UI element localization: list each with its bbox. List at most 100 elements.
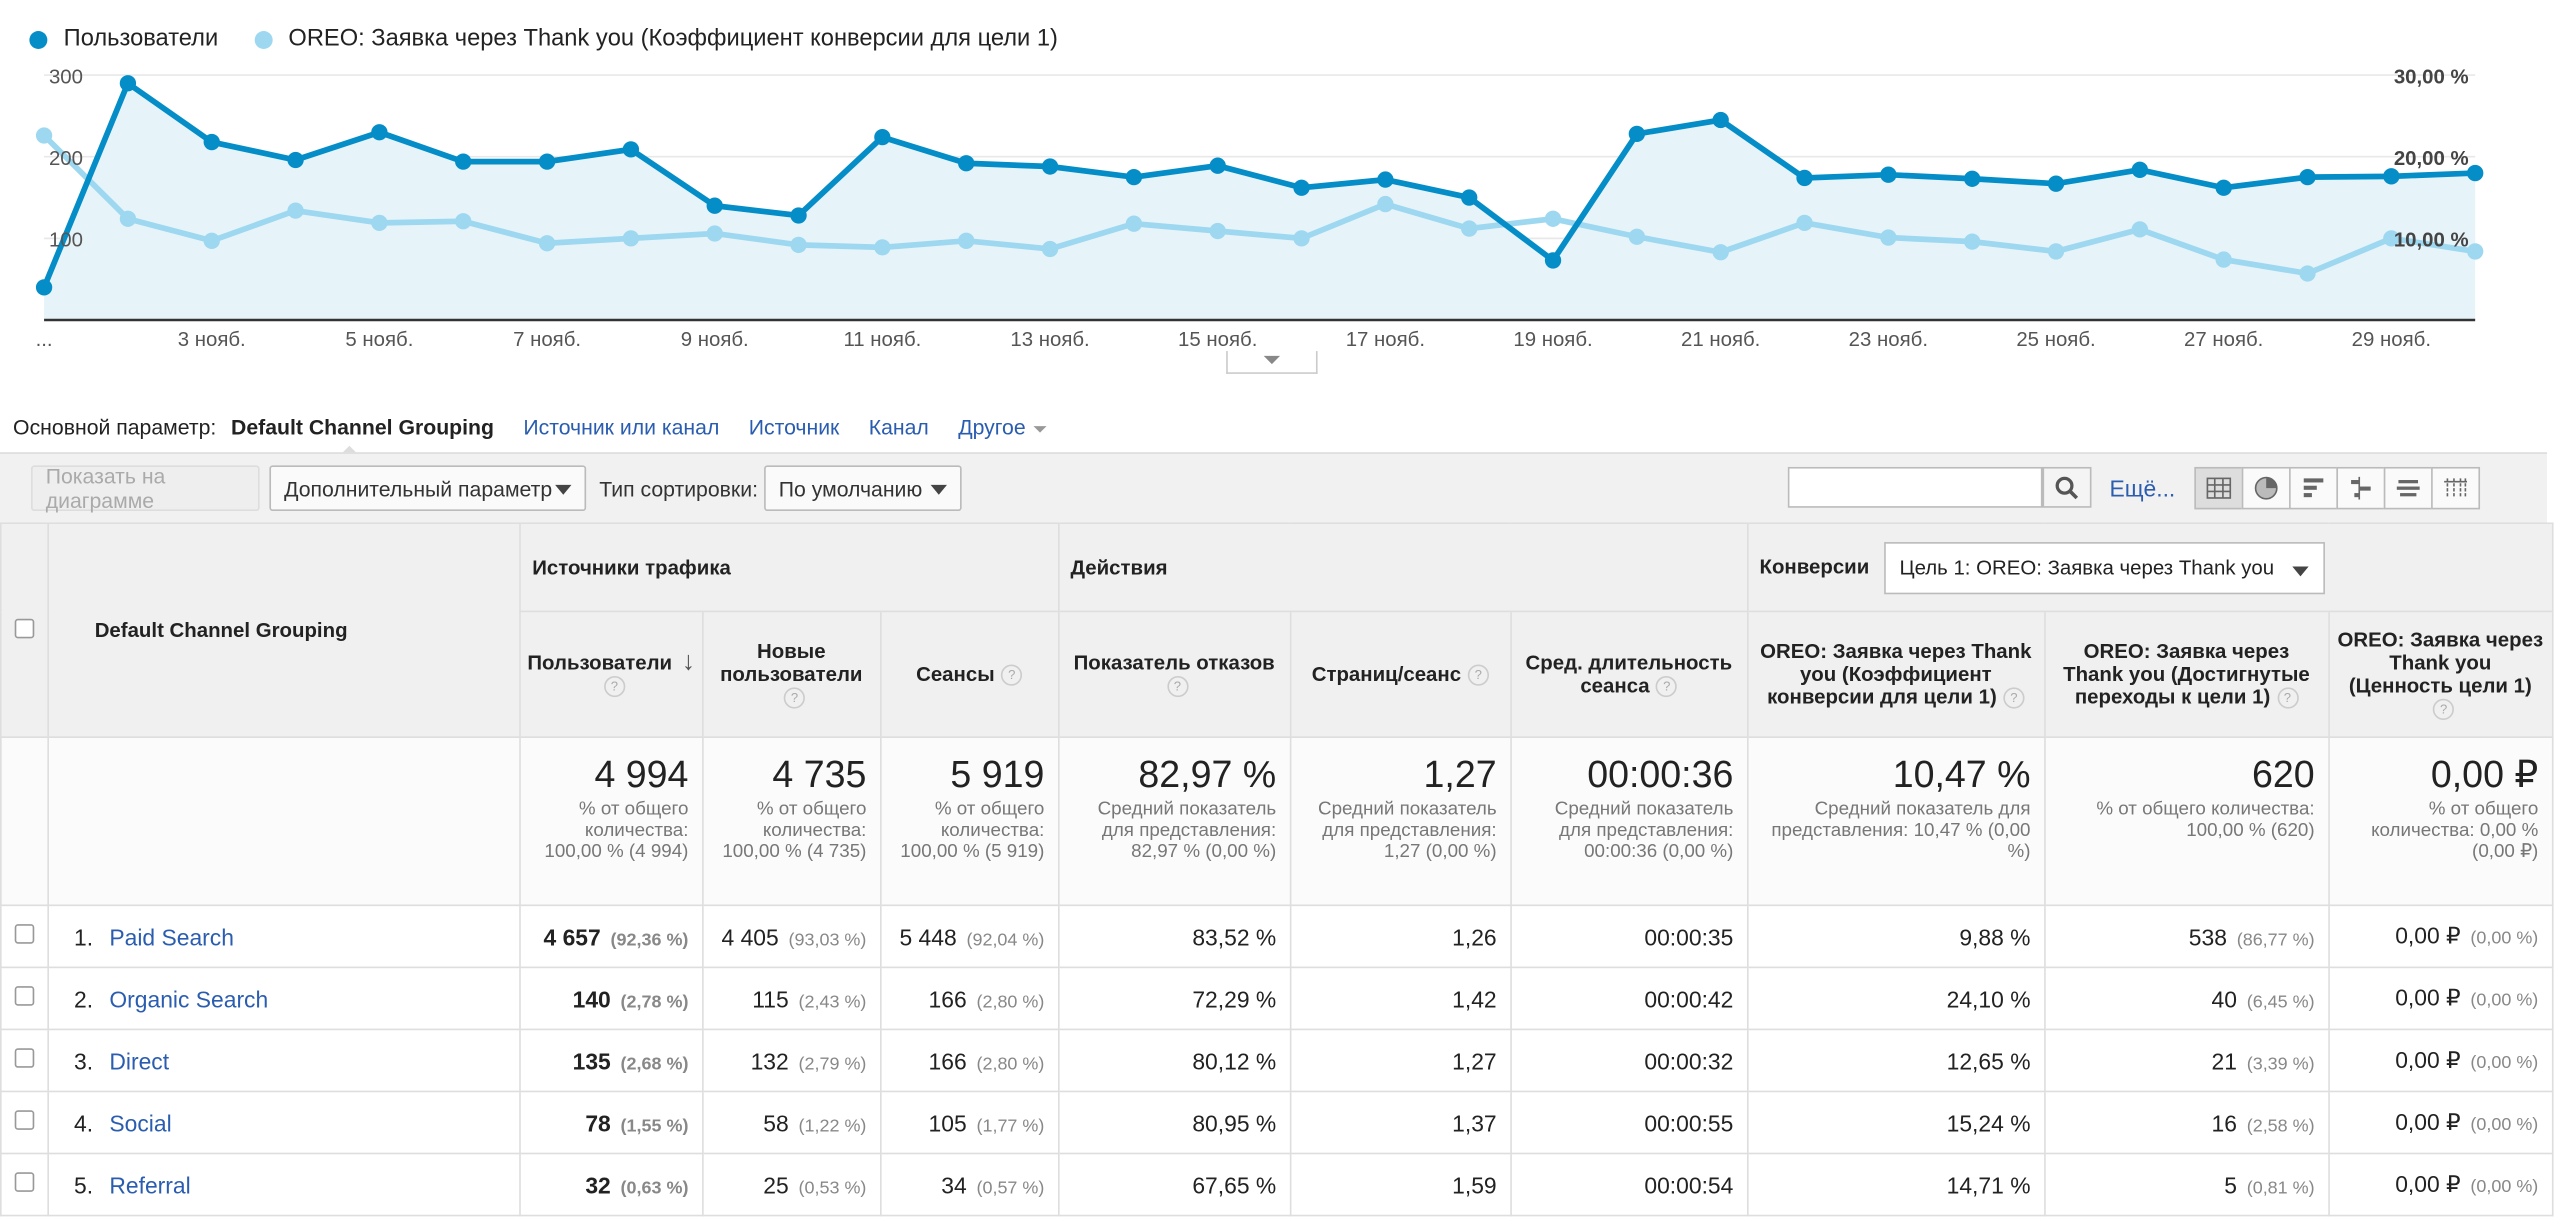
completions-cell: 40 (6,45 %) xyxy=(2043,966,2330,1031)
channel-link[interactable]: Direct xyxy=(109,1047,170,1074)
total-conversion-rate: 10,47 % Средний показатель для представле… xyxy=(1746,736,2046,907)
dimension-source-medium[interactable]: Источник или канал xyxy=(523,414,720,440)
goal-value-cell: 0,00 ₽ (0,00 %) xyxy=(2327,1090,2553,1155)
column-header-conversion-rate[interactable]: OREO: Заявка через Thank you (Коэффициен… xyxy=(1746,610,2046,738)
plot-rows-button[interactable]: Показать на диаграмме xyxy=(31,464,260,513)
new-users-value: 25 xyxy=(763,1171,789,1198)
users-point xyxy=(1041,158,1059,175)
table-view-button[interactable] xyxy=(2194,466,2244,510)
search-button[interactable] xyxy=(2042,466,2092,508)
legend-item-conversion[interactable]: OREO: Заявка через Thank you (Коэффициен… xyxy=(254,26,1058,52)
column-header-avg-duration[interactable]: Сред. длительность сеанса? xyxy=(1509,610,1749,738)
completions-percent: (0,81 %) xyxy=(2246,1177,2315,1198)
table-row: 4. Social 78 (1,55 %) 58 (1,22 %) 105 (1,77 %) 8… xyxy=(0,1090,2553,1155)
goal-value: 0,00 ₽ xyxy=(2395,922,2461,949)
row-checkbox[interactable] xyxy=(14,1110,35,1130)
sessions-cell: 5 448 (92,04 %) xyxy=(879,904,1060,969)
row-checkbox[interactable] xyxy=(14,986,35,1006)
column-header-completions[interactable]: OREO: Заявка через Thank you (Достигнуты… xyxy=(2043,610,2330,738)
conversion-point xyxy=(1293,230,1310,247)
column-header-sessions[interactable]: Сеансы? xyxy=(879,610,1060,738)
pages-per-session-cell: 1,37 xyxy=(1289,1090,1512,1155)
channel-link[interactable]: Referral xyxy=(109,1171,191,1198)
performance-view-button[interactable] xyxy=(2289,466,2339,510)
column-header-new-users[interactable]: Новые пользователи? xyxy=(701,610,882,738)
help-icon[interactable]: ? xyxy=(2003,687,2025,709)
table-group-header: Default Channel Grouping Источники трафи… xyxy=(0,522,2553,738)
conversion-point xyxy=(2299,265,2316,282)
bounce-rate-cell: 72,29 % xyxy=(1057,966,1291,1031)
legend-label-users: Пользователи xyxy=(63,26,219,53)
x-axis-tick: 5 нояб. xyxy=(345,329,413,351)
sort-type-dropdown[interactable]: По умолчанию xyxy=(764,465,962,512)
help-icon[interactable]: ? xyxy=(1656,676,1678,698)
pie-view-button[interactable] xyxy=(2241,466,2291,510)
help-icon[interactable]: ? xyxy=(603,676,626,698)
users-point xyxy=(1796,169,1813,187)
help-icon[interactable]: ? xyxy=(1001,664,1023,686)
users-point xyxy=(1628,125,1646,143)
column-header-users[interactable]: Пользователи ↓? xyxy=(519,610,704,738)
conversion-point xyxy=(1461,220,1478,237)
users-series-line xyxy=(41,78,2476,289)
row-checkbox[interactable] xyxy=(14,1048,35,1068)
users-value: 78 xyxy=(585,1109,611,1136)
conversion-point xyxy=(203,232,220,249)
total-users: 4 994% от общего количества: 100,00 % (4… xyxy=(519,736,704,907)
users-point xyxy=(2047,175,2065,192)
channel-link[interactable]: Social xyxy=(109,1109,172,1136)
conversion-point xyxy=(1125,215,1143,232)
total-goal-value: 0,00 ₽% от общего количества: 0,00 % (0,… xyxy=(2327,736,2553,907)
channel-link[interactable]: Paid Search xyxy=(109,923,234,950)
help-icon[interactable]: ? xyxy=(1467,664,1489,686)
term-cloud-icon xyxy=(2396,480,2420,497)
column-header-bounce-rate-label: Показатель отказов xyxy=(1073,651,1275,675)
dimension-other[interactable]: Другое xyxy=(958,415,1047,439)
legend-item-users[interactable]: Пользователи xyxy=(29,26,218,52)
row-checkbox[interactable] xyxy=(14,1172,35,1192)
dimension-source[interactable]: Источник xyxy=(748,414,840,440)
column-header-bounce-rate[interactable]: Показатель отказов? xyxy=(1057,610,1291,738)
users-cell: 78 (1,55 %) xyxy=(519,1090,704,1155)
sessions-percent: (1,77 %) xyxy=(976,1115,1045,1136)
help-icon[interactable]: ? xyxy=(2276,687,2299,709)
secondary-dimension-dropdown[interactable]: Дополнительный параметр xyxy=(269,465,587,512)
row-checkbox-cell xyxy=(0,904,49,969)
column-header-pages-per-session[interactable]: Страниц/сеанс? xyxy=(1289,610,1512,738)
channel-cell: 1. Paid Search xyxy=(47,904,521,969)
x-axis-tick: 3 нояб. xyxy=(178,329,246,351)
help-icon[interactable]: ? xyxy=(1166,676,1189,698)
total-new-users: 4 735% от общего количества: 100,00 % (4… xyxy=(701,736,882,907)
column-header-channel[interactable]: Default Channel Grouping xyxy=(47,522,521,738)
bounce-rate-cell: 80,95 % xyxy=(1057,1090,1291,1155)
dimension-default-channel-grouping[interactable]: Default Channel Grouping xyxy=(231,414,494,458)
comparison-view-button[interactable] xyxy=(2336,466,2386,510)
channel-cell: 4. Social xyxy=(47,1090,521,1155)
help-icon[interactable]: ? xyxy=(2432,698,2455,721)
dimension-medium[interactable]: Канал xyxy=(868,414,929,440)
select-all-checkbox[interactable] xyxy=(14,617,35,638)
completions-value: 5 xyxy=(2224,1171,2237,1198)
advanced-filter-link[interactable]: Ещё... xyxy=(2109,475,2176,502)
goal-select-dropdown[interactable]: Цель 1: OREO: Заявка через Thank you xyxy=(1884,541,2325,594)
channel-link[interactable]: Organic Search xyxy=(109,985,269,1012)
column-header-completions-label: OREO: Заявка через Thank you (Достигнуты… xyxy=(2063,639,2310,709)
avg-duration-cell: 00:00:35 xyxy=(1509,904,1749,969)
chart-collapse-toggle[interactable] xyxy=(1226,351,1318,374)
data-table: Default Channel Grouping Источники трафи… xyxy=(0,522,2553,1217)
line-chart: 300 200 100 30,00 % 20,00 % 10,00 %... 3 нояб.… xyxy=(36,66,2484,351)
table-search-input[interactable] xyxy=(1787,466,2043,508)
completions-percent: (3,39 %) xyxy=(2246,1053,2315,1074)
table-column-header: Пользователи ↓? Новые пользователи? Сеанс… xyxy=(1,610,2553,738)
conversion-point xyxy=(1209,222,1226,240)
column-header-goal-value[interactable]: OREO: Заявка через Thank you (Ценность ц… xyxy=(2327,610,2553,738)
new-users-percent: (2,43 %) xyxy=(798,991,867,1012)
pivot-view-button[interactable] xyxy=(2431,466,2481,510)
term-cloud-view-button[interactable] xyxy=(2383,466,2433,510)
help-icon[interactable]: ? xyxy=(783,687,806,709)
row-checkbox[interactable] xyxy=(14,924,35,944)
users-point xyxy=(287,151,304,169)
conversion-series-line xyxy=(42,133,2476,277)
table-row: 3. Direct 135 (2,68 %) 132 (2,79 %) 166 (2,80 %… xyxy=(0,1028,2553,1093)
x-axis-tick: 11 нояб. xyxy=(843,329,921,351)
